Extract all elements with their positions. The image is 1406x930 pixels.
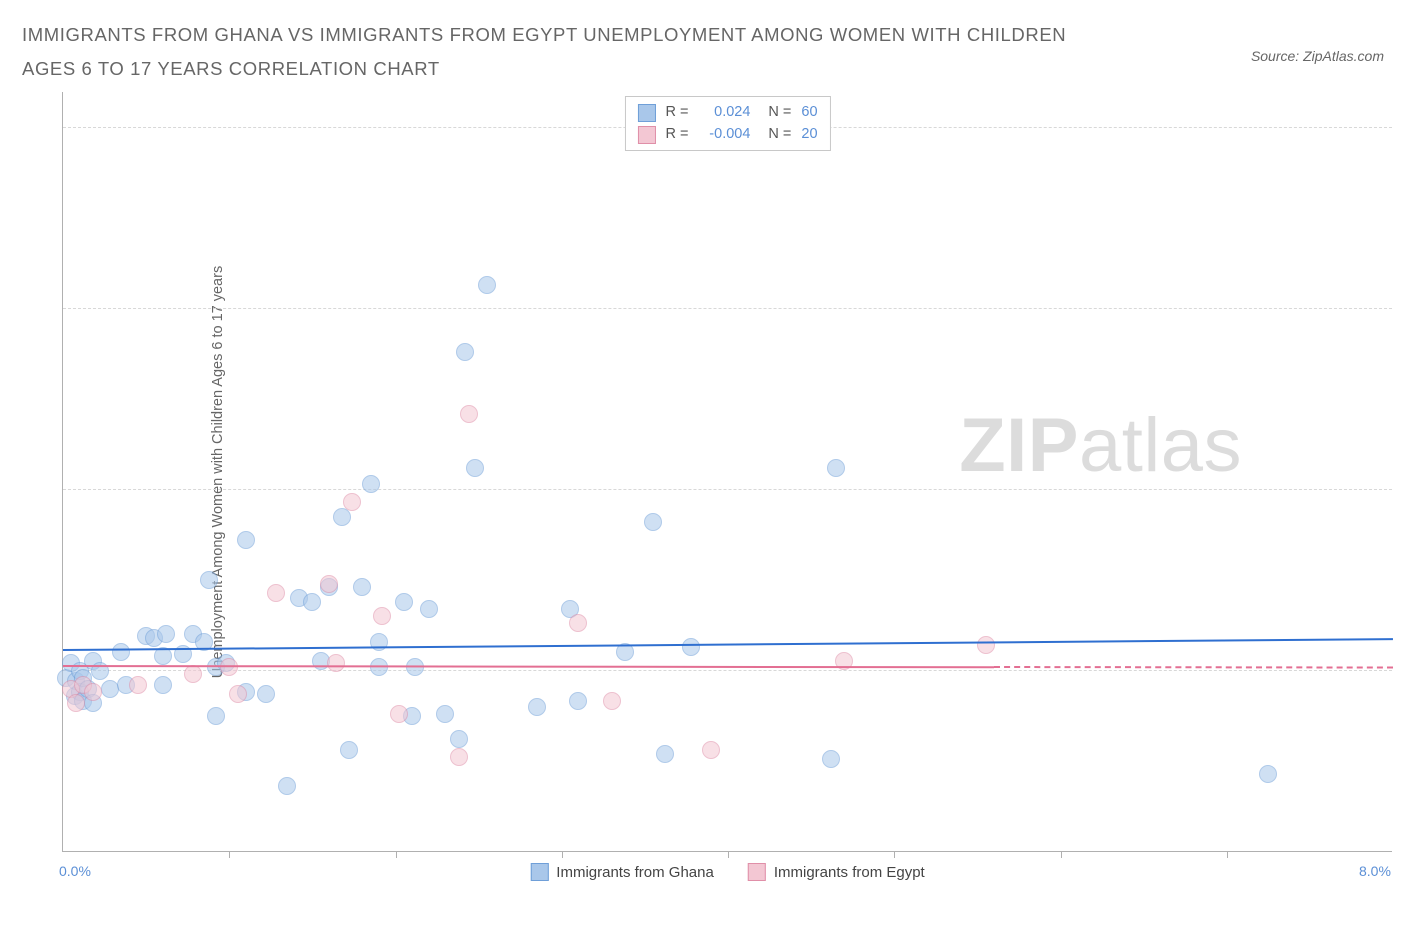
data-point-ghana — [436, 705, 454, 723]
legend-n-label: N = — [768, 102, 791, 124]
x-tick — [562, 851, 563, 858]
legend-series-label: Immigrants from Ghana — [556, 864, 714, 881]
data-point-egypt — [977, 636, 995, 654]
watermark-light: atlas — [1079, 403, 1242, 488]
data-point-ghana — [478, 276, 496, 294]
data-point-ghana — [450, 730, 468, 748]
trend-line-egypt-dashed — [994, 666, 1393, 669]
data-point-egypt — [390, 705, 408, 723]
legend-series-label: Immigrants from Egypt — [774, 864, 925, 881]
data-point-ghana — [353, 578, 371, 596]
data-point-ghana — [682, 638, 700, 656]
legend-n-value: 60 — [801, 102, 817, 124]
data-point-egypt — [603, 692, 621, 710]
data-point-ghana — [112, 643, 130, 661]
data-point-egypt — [129, 676, 147, 694]
trend-line-ghana — [63, 638, 1393, 651]
data-point-ghana — [340, 741, 358, 759]
chart-header: IMMIGRANTS FROM GHANA VS IMMIGRANTS FROM… — [22, 18, 1384, 86]
data-point-egypt — [67, 694, 85, 712]
x-axis-label: 0.0% — [59, 863, 91, 879]
data-point-ghana — [362, 475, 380, 493]
data-point-ghana — [827, 459, 845, 477]
data-point-egypt — [460, 405, 478, 423]
legend-item-egypt: Immigrants from Egypt — [748, 863, 925, 881]
legend-row-egypt: R = -0.004 N = 20 — [637, 124, 817, 146]
legend-r-value: 0.024 — [698, 102, 750, 124]
x-tick — [1227, 851, 1228, 858]
data-point-ghana — [456, 343, 474, 361]
data-point-ghana — [278, 777, 296, 795]
data-point-ghana — [101, 680, 119, 698]
legend-item-ghana: Immigrants from Ghana — [530, 863, 714, 881]
data-point-egypt — [343, 493, 361, 511]
gridline — [63, 308, 1392, 309]
data-point-ghana — [207, 707, 225, 725]
chart-container: Unemployment Among Women with Children A… — [22, 92, 1384, 852]
data-point-egypt — [184, 665, 202, 683]
data-point-ghana — [822, 750, 840, 768]
data-point-ghana — [200, 571, 218, 589]
data-point-ghana — [656, 745, 674, 763]
data-point-ghana — [569, 692, 587, 710]
legend-r-label: R = — [665, 124, 688, 146]
trend-line-egypt — [63, 665, 994, 668]
legend-r-value: -0.004 — [698, 124, 750, 146]
scatter-plot: ZIPatlas 10.0%20.0%30.0%40.0%0.0%8.0%R =… — [62, 92, 1392, 852]
legend-row-ghana: R = 0.024 N = 60 — [637, 102, 817, 124]
legend-swatch — [748, 863, 766, 881]
data-point-egypt — [702, 741, 720, 759]
legend-series: Immigrants from Ghana Immigrants from Egy… — [530, 863, 924, 881]
gridline — [63, 489, 1392, 490]
data-point-egypt — [229, 685, 247, 703]
data-point-egypt — [569, 614, 587, 632]
data-point-ghana — [257, 685, 275, 703]
x-tick — [728, 851, 729, 858]
gridline — [63, 670, 1392, 671]
x-tick — [1061, 851, 1062, 858]
data-point-ghana — [157, 625, 175, 643]
source-credit: Source: ZipAtlas.com — [1251, 18, 1384, 64]
watermark: ZIPatlas — [959, 402, 1242, 489]
legend-correlation: R = 0.024 N = 60 R = -0.004 N = 20 — [624, 96, 830, 151]
data-point-egypt — [450, 748, 468, 766]
x-tick — [894, 851, 895, 858]
legend-swatch — [637, 126, 655, 144]
data-point-egypt — [320, 575, 338, 593]
watermark-bold: ZIP — [959, 403, 1079, 488]
legend-n-value: 20 — [801, 124, 817, 146]
legend-r-label: R = — [665, 102, 688, 124]
x-tick — [229, 851, 230, 858]
data-point-ghana — [528, 698, 546, 716]
data-point-ghana — [644, 513, 662, 531]
data-point-ghana — [154, 676, 172, 694]
data-point-ghana — [1259, 765, 1277, 783]
data-point-egypt — [267, 584, 285, 602]
legend-swatch — [530, 863, 548, 881]
chart-title: IMMIGRANTS FROM GHANA VS IMMIGRANTS FROM… — [22, 18, 1102, 86]
x-tick — [396, 851, 397, 858]
legend-n-label: N = — [768, 124, 791, 146]
data-point-egypt — [373, 607, 391, 625]
data-point-ghana — [395, 593, 413, 611]
data-point-ghana — [420, 600, 438, 618]
legend-swatch — [637, 104, 655, 122]
data-point-ghana — [466, 459, 484, 477]
data-point-egypt — [327, 654, 345, 672]
data-point-ghana — [237, 531, 255, 549]
data-point-egypt — [84, 683, 102, 701]
data-point-ghana — [303, 593, 321, 611]
x-axis-label: 8.0% — [1359, 863, 1391, 879]
